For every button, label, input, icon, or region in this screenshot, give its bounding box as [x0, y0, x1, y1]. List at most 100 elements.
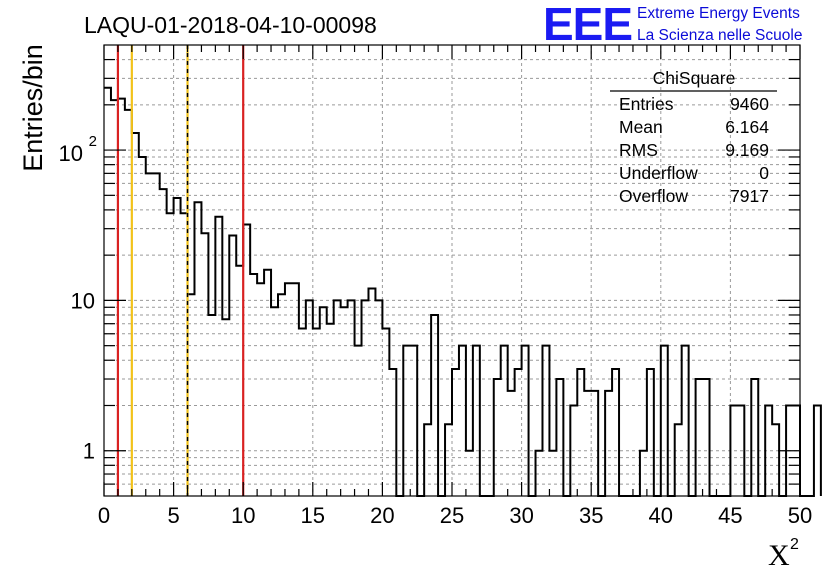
histogram-bin — [508, 391, 515, 496]
histogram-bin — [703, 379, 710, 496]
histogram-bin — [215, 217, 222, 496]
histogram-bin — [542, 346, 549, 496]
histogram-bin — [445, 424, 452, 496]
histogram-bin — [536, 451, 543, 496]
histogram-bin — [382, 329, 389, 496]
histogram-bin — [355, 346, 362, 496]
x-tick-label: 20 — [370, 503, 394, 528]
stats-row-label: Mean — [619, 117, 663, 137]
x-tick-label: 25 — [440, 503, 464, 528]
histogram-bin — [299, 329, 306, 496]
histogram-bin — [222, 319, 229, 496]
histogram-bin — [696, 379, 703, 496]
histogram-bin — [271, 307, 278, 496]
histogram-bin — [814, 405, 821, 496]
histogram-bin — [577, 369, 584, 496]
histogram-bin — [424, 424, 431, 496]
histogram-bin — [640, 451, 647, 496]
histogram-bin — [675, 424, 682, 496]
histogram-bin — [591, 391, 598, 496]
histogram-bin — [139, 157, 146, 496]
y-tick-label: 1 — [83, 439, 95, 464]
histogram-bin — [556, 379, 563, 496]
histogram-bin — [570, 405, 577, 496]
histogram-bin — [348, 300, 355, 496]
histogram-bin — [452, 369, 459, 496]
x-axis-label-text: X — [768, 539, 790, 572]
stats-row-label: Overflow — [619, 186, 688, 206]
histogram-bin — [737, 405, 744, 496]
histogram-bin — [375, 300, 382, 496]
grid-lines — [104, 45, 800, 496]
stats-row: Overflow 7917 — [619, 186, 769, 206]
histogram-bin — [320, 307, 327, 496]
histogram-bin — [730, 405, 737, 496]
stats-row-value: 0 — [759, 163, 769, 183]
histogram-bin — [682, 346, 689, 496]
histogram-bin — [661, 346, 668, 496]
y-tick-label: 10 — [71, 288, 95, 313]
chart-title: LAQU-01-2018-04-10-00098 — [84, 12, 377, 38]
stats-row-label: Underflow — [619, 163, 698, 183]
x-axis-label: X 2 — [768, 536, 799, 572]
histogram-bin — [403, 346, 410, 496]
histogram-bin — [257, 283, 264, 496]
stats-row-value: 7917 — [730, 186, 769, 206]
stats-box: ChiSquare Entries 9460 Mean 6.164 RMS 9.169 Un… — [610, 68, 777, 206]
histogram-bin — [362, 300, 369, 496]
stats-box-name: ChiSquare — [653, 68, 736, 88]
histogram-bin — [751, 379, 758, 496]
histogram-bin — [612, 369, 619, 496]
histogram-bin — [368, 289, 375, 496]
histogram-bin — [174, 198, 181, 496]
y-tick-label: 10 2 — [59, 133, 97, 166]
histogram-bin — [194, 202, 201, 496]
stats-row-value: 9460 — [730, 94, 769, 114]
histogram-bin — [146, 173, 153, 496]
y-tick-base: 10 — [59, 141, 83, 166]
x-tick-label: 30 — [509, 503, 533, 528]
stats-row: Mean 6.164 — [619, 117, 769, 137]
x-tick-label: 40 — [649, 503, 673, 528]
histogram-bin — [494, 379, 501, 496]
histogram — [104, 86, 822, 497]
y-tick-exponent: 2 — [89, 133, 97, 150]
histogram-bin — [278, 294, 285, 496]
histogram-bin — [410, 346, 417, 496]
stats-row: Underflow 0 — [619, 163, 769, 183]
stats-row-label: RMS — [619, 140, 658, 160]
histogram-bin — [292, 283, 299, 496]
histogram-bin — [167, 213, 174, 496]
histogram-bin — [466, 451, 473, 496]
histogram-bin — [201, 233, 208, 496]
histogram-bin — [285, 283, 292, 496]
histogram-bin — [584, 391, 591, 496]
histogram-bin — [229, 236, 236, 496]
histogram-bin — [208, 315, 215, 496]
eee-logo-line2: La Scienza nelle Scuole — [637, 27, 802, 44]
histogram-bin — [501, 346, 508, 496]
histogram-bin — [153, 173, 160, 496]
histogram-bin — [605, 391, 612, 496]
eee-logo-mark: EEE — [543, 0, 632, 50]
axes: 0 5 10 15 20 25 30 35 40 45 50 1 10 10 2 — [59, 45, 812, 528]
histogram-bin — [459, 346, 466, 496]
x-tick-label: 15 — [301, 503, 325, 528]
x-tick-label: 5 — [167, 503, 179, 528]
x-tick-label: 50 — [788, 503, 812, 528]
histogram-bin — [250, 274, 257, 496]
histogram-outline — [104, 86, 822, 497]
y-tick-base: 10 — [71, 288, 95, 313]
histogram-bin — [264, 270, 271, 496]
histogram-bin — [515, 369, 522, 496]
y-tick-base: 1 — [83, 439, 95, 464]
cut-lines — [116, 45, 245, 496]
histogram-bin — [772, 424, 779, 496]
eee-logo-line1: Extreme Energy Events — [637, 5, 800, 22]
x-tick-label: 35 — [579, 503, 603, 528]
histogram-bin — [522, 346, 529, 496]
histogram-bin — [473, 346, 480, 496]
x-tick-label: 10 — [231, 503, 255, 528]
histogram-bin — [549, 451, 556, 496]
